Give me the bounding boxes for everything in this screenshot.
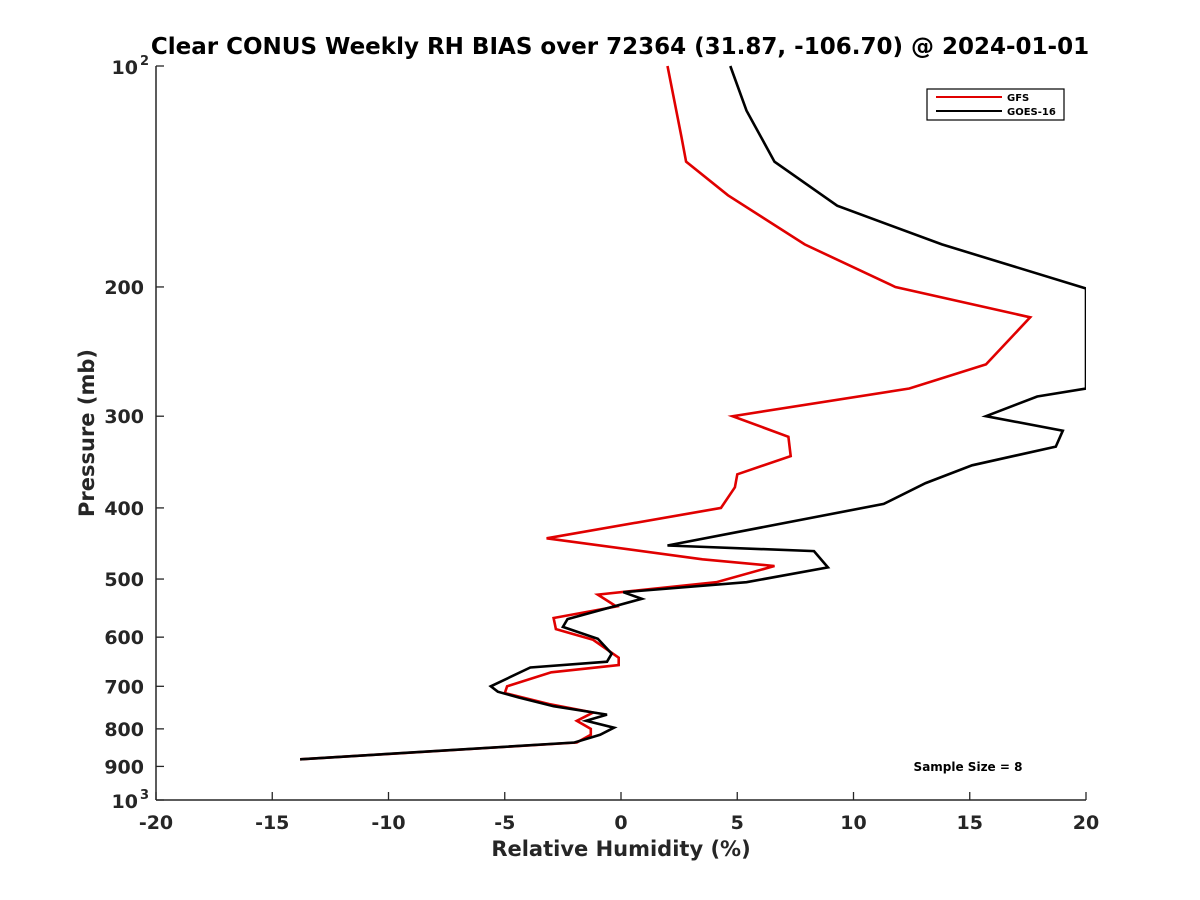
legend-label-gfs: GFS <box>1007 93 1029 104</box>
y-tick-label-exponent: 3 <box>140 788 149 803</box>
y-tick-label: 10 <box>112 57 138 79</box>
x-tick-label: 0 <box>614 812 627 834</box>
x-tick-label: -10 <box>371 812 405 834</box>
y-tick-label: 700 <box>104 676 144 698</box>
legend-label-goes16: GOES-16 <box>1007 107 1056 118</box>
y-tick-label: 300 <box>104 406 144 428</box>
y-tick-label: 400 <box>104 498 144 520</box>
x-tick-label: -20 <box>139 812 173 834</box>
sample-size-annotation: Sample Size = 8 <box>914 760 1023 774</box>
legend-box <box>926 88 1065 121</box>
legend: GFS GOES-16 <box>926 88 1065 121</box>
series-line-goes16 <box>300 65 1086 761</box>
y-tick-label: 10 <box>112 791 138 813</box>
x-tick-label: -15 <box>255 812 289 834</box>
x-tick-label: 5 <box>731 812 744 834</box>
x-axis-label: Relative Humidity (%) <box>491 837 750 861</box>
x-tick-label: -5 <box>494 812 515 834</box>
series-layer <box>300 65 1086 761</box>
y-axis-label: Pressure (mb) <box>75 349 99 517</box>
x-tick-label: 10 <box>840 812 866 834</box>
y-tick-label: 900 <box>104 756 144 778</box>
chart-title: Clear CONUS Weekly RH BIAS over 72364 (3… <box>151 34 1089 60</box>
y-tick-label: 600 <box>104 627 144 649</box>
y-tick-label: 800 <box>104 719 144 741</box>
y-tick-label: 200 <box>104 277 144 299</box>
x-tick-label: 15 <box>957 812 983 834</box>
x-tick-label: 20 <box>1073 812 1099 834</box>
y-tick-label: 500 <box>104 569 144 591</box>
y-tick-label-exponent: 2 <box>140 54 149 69</box>
